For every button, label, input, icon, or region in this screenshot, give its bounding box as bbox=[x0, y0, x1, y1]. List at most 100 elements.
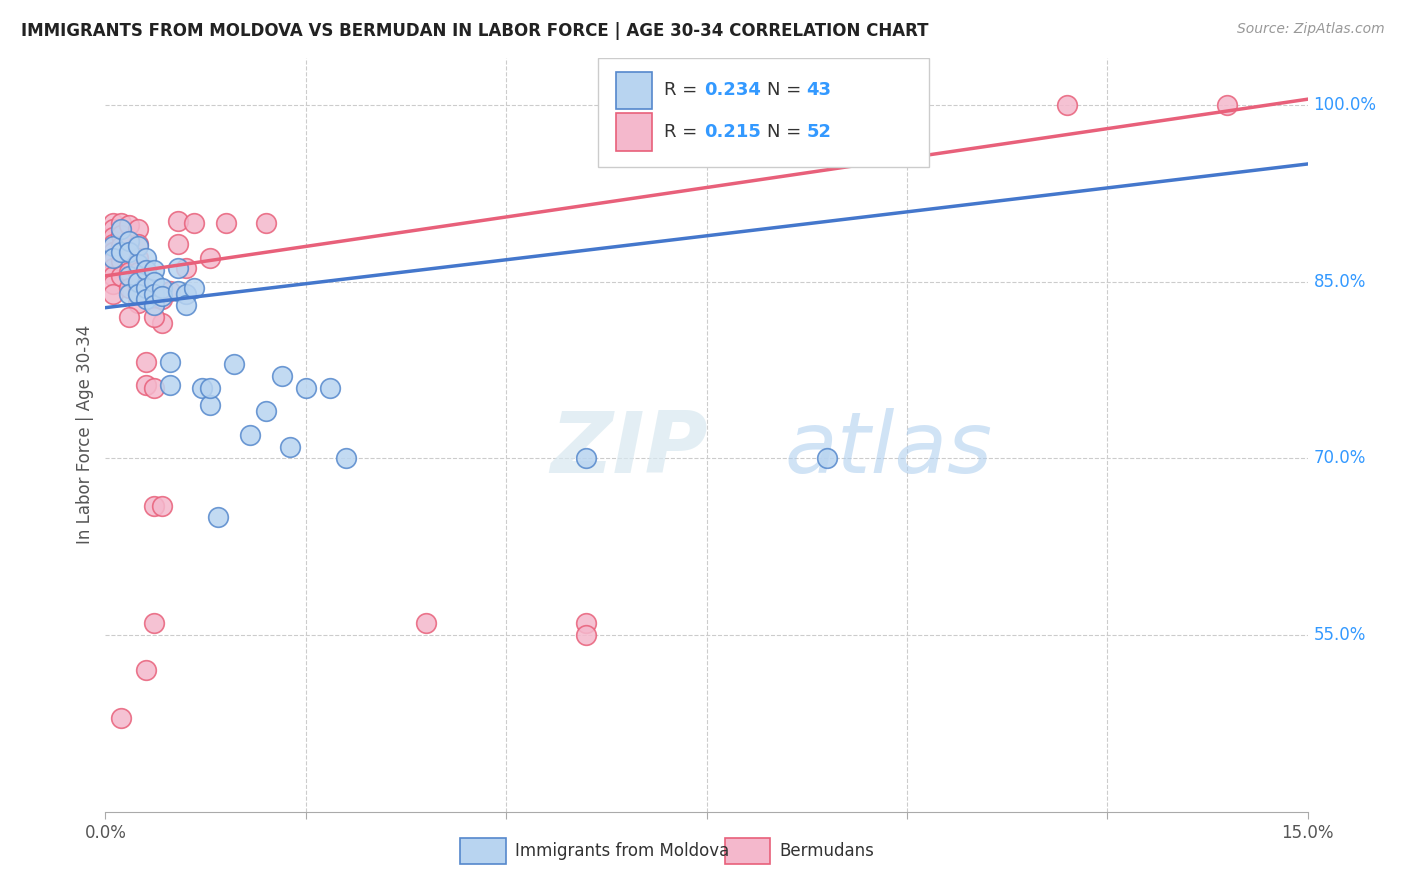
Point bbox=[103, 239, 125, 253]
Point bbox=[142, 616, 165, 631]
Point bbox=[166, 237, 188, 252]
Point bbox=[135, 263, 157, 277]
Point bbox=[254, 216, 277, 230]
Point bbox=[127, 265, 149, 279]
Point bbox=[319, 381, 342, 395]
Point bbox=[118, 251, 141, 265]
Point bbox=[118, 245, 141, 260]
Point bbox=[150, 289, 173, 303]
Point bbox=[127, 237, 149, 252]
Point bbox=[135, 280, 157, 294]
Point bbox=[295, 381, 318, 395]
Bar bbox=[460, 838, 506, 864]
Point bbox=[166, 284, 188, 298]
Point bbox=[174, 298, 197, 312]
Text: 43: 43 bbox=[806, 81, 831, 99]
Point bbox=[135, 293, 157, 307]
Point bbox=[150, 280, 173, 294]
Point bbox=[142, 298, 165, 312]
Point bbox=[135, 251, 157, 265]
Point bbox=[103, 230, 125, 244]
Point bbox=[183, 216, 205, 230]
Point bbox=[127, 296, 149, 310]
Bar bbox=[616, 113, 652, 151]
Point bbox=[142, 263, 165, 277]
Point bbox=[415, 616, 437, 631]
Point bbox=[103, 237, 125, 252]
Point bbox=[103, 277, 125, 292]
Text: R =: R = bbox=[665, 81, 703, 99]
Point bbox=[103, 268, 125, 283]
Point bbox=[110, 710, 132, 724]
Text: N =: N = bbox=[766, 81, 807, 99]
Point bbox=[183, 280, 205, 294]
Point bbox=[174, 286, 197, 301]
Point bbox=[254, 404, 277, 418]
Point bbox=[103, 260, 125, 275]
Point bbox=[150, 293, 173, 307]
Text: 52: 52 bbox=[806, 123, 831, 141]
Point bbox=[239, 428, 262, 442]
Point bbox=[127, 286, 149, 301]
Text: 70.0%: 70.0% bbox=[1313, 450, 1367, 467]
Point bbox=[110, 216, 132, 230]
Point bbox=[118, 286, 141, 301]
Point bbox=[159, 355, 181, 369]
Text: 0.234: 0.234 bbox=[704, 81, 761, 99]
Point bbox=[278, 440, 301, 454]
Bar bbox=[724, 838, 770, 864]
Point bbox=[127, 286, 149, 301]
Point bbox=[142, 286, 165, 301]
Point bbox=[135, 378, 157, 392]
Point bbox=[142, 275, 165, 289]
Text: IMMIGRANTS FROM MOLDOVA VS BERMUDAN IN LABOR FORCE | AGE 30-34 CORRELATION CHART: IMMIGRANTS FROM MOLDOVA VS BERMUDAN IN L… bbox=[21, 22, 928, 40]
Point bbox=[142, 381, 165, 395]
Point bbox=[575, 616, 598, 631]
Point bbox=[103, 251, 125, 265]
Text: ZIP: ZIP bbox=[550, 409, 707, 491]
Point bbox=[103, 245, 125, 260]
Point bbox=[103, 216, 125, 230]
Point bbox=[207, 510, 229, 524]
Point bbox=[335, 451, 357, 466]
Text: R =: R = bbox=[665, 123, 703, 141]
Text: Immigrants from Moldova: Immigrants from Moldova bbox=[516, 842, 730, 860]
Point bbox=[159, 284, 181, 298]
Point bbox=[118, 280, 141, 294]
Point bbox=[575, 451, 598, 466]
Point bbox=[142, 310, 165, 324]
Point bbox=[190, 381, 212, 395]
Point bbox=[110, 227, 132, 242]
Point bbox=[110, 268, 132, 283]
Text: atlas: atlas bbox=[785, 409, 993, 491]
Text: 85.0%: 85.0% bbox=[1313, 273, 1367, 291]
Point bbox=[198, 398, 221, 412]
Point bbox=[214, 216, 236, 230]
Text: N =: N = bbox=[766, 123, 807, 141]
Point bbox=[103, 286, 125, 301]
Bar bbox=[616, 71, 652, 109]
Point bbox=[174, 260, 197, 275]
Point bbox=[127, 275, 149, 289]
FancyBboxPatch shape bbox=[599, 58, 929, 168]
Point bbox=[150, 499, 173, 513]
Point bbox=[103, 221, 125, 235]
Point bbox=[166, 260, 188, 275]
Point bbox=[127, 239, 149, 253]
Point bbox=[110, 253, 132, 268]
Point bbox=[118, 237, 141, 252]
Text: Source: ZipAtlas.com: Source: ZipAtlas.com bbox=[1237, 22, 1385, 37]
Point bbox=[118, 310, 141, 324]
Point bbox=[815, 451, 838, 466]
Point bbox=[118, 234, 141, 248]
Point bbox=[142, 499, 165, 513]
Point bbox=[118, 268, 141, 283]
Text: 0.215: 0.215 bbox=[704, 123, 761, 141]
Point bbox=[150, 316, 173, 330]
Text: 100.0%: 100.0% bbox=[1313, 96, 1376, 114]
Point bbox=[110, 239, 132, 253]
Point bbox=[127, 280, 149, 294]
Point bbox=[270, 368, 292, 383]
Point bbox=[118, 218, 141, 232]
Point bbox=[110, 221, 132, 235]
